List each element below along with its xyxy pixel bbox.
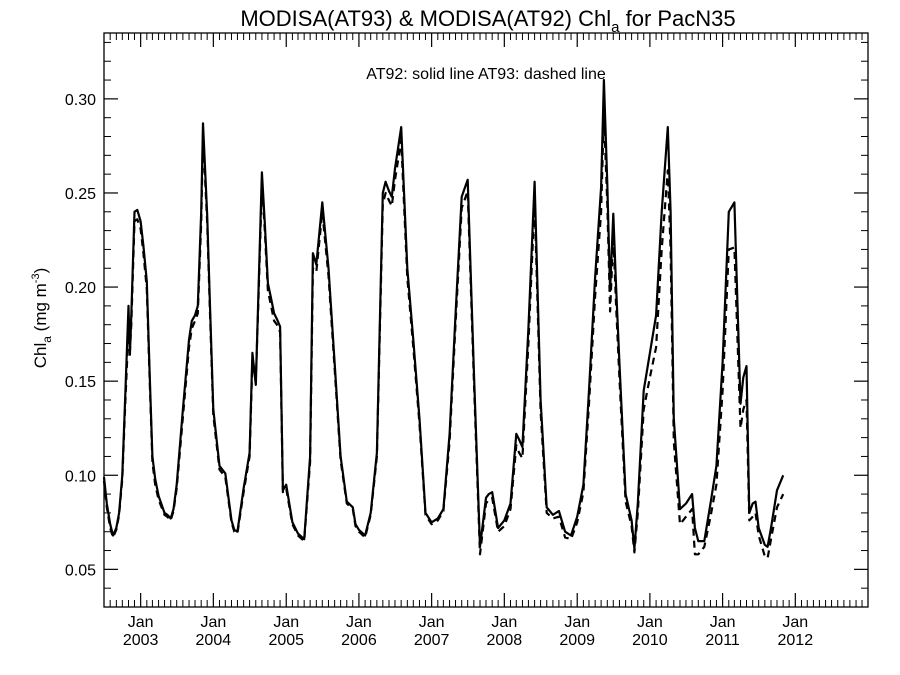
- axis-ticks: [103, 33, 868, 608]
- y-tick-label: 0.25: [65, 186, 96, 203]
- y-axis-label-base: Chl: [31, 343, 50, 369]
- plot-frame: [103, 32, 869, 608]
- x-tick-month-label: Jan: [419, 614, 445, 631]
- chart-title-prefix: MODISA(AT93) & MODISA(AT92) Chl: [240, 6, 611, 31]
- x-tick-year-label: 2008: [487, 632, 523, 649]
- x-tick-labels: Jan2003Jan2004Jan2005Jan2006Jan2007Jan20…: [123, 614, 813, 649]
- chart-title-subscript: a: [611, 19, 620, 36]
- x-tick-month-label: Jan: [128, 614, 154, 631]
- legend-annotation: AT92: solid line AT93: dashed line: [366, 66, 606, 83]
- x-tick-year-label: 2003: [123, 632, 159, 649]
- x-tick-year-label: 2007: [414, 632, 450, 649]
- y-tick-label: 0.30: [65, 92, 96, 109]
- y-axis-label: Chla (mg m-3): [30, 268, 54, 369]
- y-tick-label: 0.10: [65, 468, 96, 485]
- x-tick-year-label: 2012: [778, 632, 814, 649]
- x-tick-year-label: 2006: [341, 632, 377, 649]
- x-tick-year-label: 2010: [632, 632, 668, 649]
- x-tick-year-label: 2011: [705, 632, 740, 649]
- series-line-at92: [102, 78, 785, 550]
- x-tick-month-label: Jan: [782, 614, 808, 631]
- x-tick-month-label: Jan: [491, 614, 517, 631]
- y-axis-label-subscript: a: [40, 336, 54, 343]
- x-tick-year-label: 2005: [268, 632, 304, 649]
- x-tick-year-label: 2004: [196, 632, 232, 649]
- x-tick-month-label: Jan: [200, 614, 226, 631]
- y-tick-labels: 0.05 0.10 0.15 0.20 0.25 0.30: [65, 92, 96, 579]
- y-axis-label-mid: (mg m: [31, 283, 50, 336]
- y-tick-label: 0.20: [65, 280, 96, 297]
- chart-title: MODISA(AT93) & MODISA(AT92) Chla for Pac…: [240, 6, 735, 36]
- y-axis-label-end: ): [31, 268, 50, 274]
- x-tick-month-label: Jan: [710, 614, 736, 631]
- y-tick-label: 0.15: [65, 374, 96, 391]
- x-tick-month-label: Jan: [346, 614, 372, 631]
- y-axis-label-superscript: -3: [30, 273, 42, 283]
- y-tick-label: 0.05: [65, 562, 96, 579]
- chart-title-suffix: for PacN35: [619, 6, 735, 31]
- x-tick-month-label: Jan: [564, 614, 590, 631]
- series-line-at93: [102, 110, 785, 560]
- x-tick-month-label: Jan: [273, 614, 299, 631]
- x-tick-month-label: Jan: [637, 614, 663, 631]
- x-tick-year-label: 2009: [559, 632, 595, 649]
- series-lines: [102, 78, 785, 560]
